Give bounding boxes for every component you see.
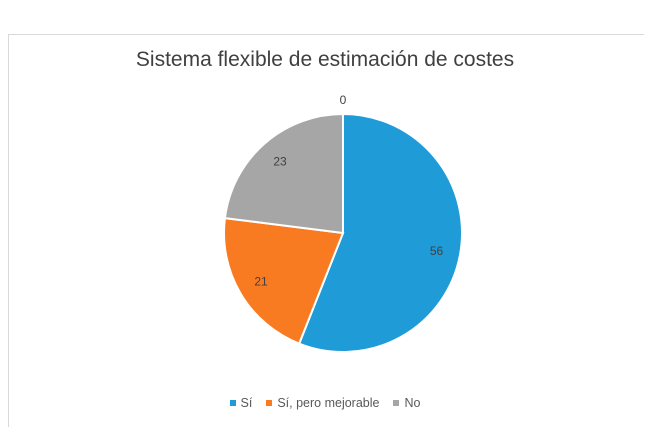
legend-swatch-no (393, 400, 400, 406)
chart-area (8, 34, 644, 427)
data-label-zero: 0 (340, 93, 347, 107)
data-label-no: 23 (273, 155, 287, 169)
data-label-si-pero-mejorable: 21 (254, 274, 268, 288)
legend-item-no: No (393, 396, 420, 410)
legend-label-no: No (404, 396, 421, 410)
pie-slice-no (223, 112, 344, 235)
legend-label-si-pero-mejorable: Sí, pero mejorable (277, 396, 380, 410)
legend-swatch-si (229, 400, 236, 406)
legend: Sí Sí, pero mejorable No (0, 396, 650, 410)
pie-slice-si (297, 112, 464, 353)
legend-label-si: Sí (240, 396, 253, 410)
legend-swatch-si-pero-mejorable (266, 400, 273, 406)
chart-title: Sistema flexible de estimación de costes (135, 48, 515, 71)
legend-item-si: Sí (229, 396, 253, 410)
legend-item-si-pero-mejorable: Sí, pero mejorable (266, 396, 379, 410)
data-label-si: 56 (430, 244, 444, 258)
pie-slice-si-pero-mejorable (223, 216, 345, 345)
